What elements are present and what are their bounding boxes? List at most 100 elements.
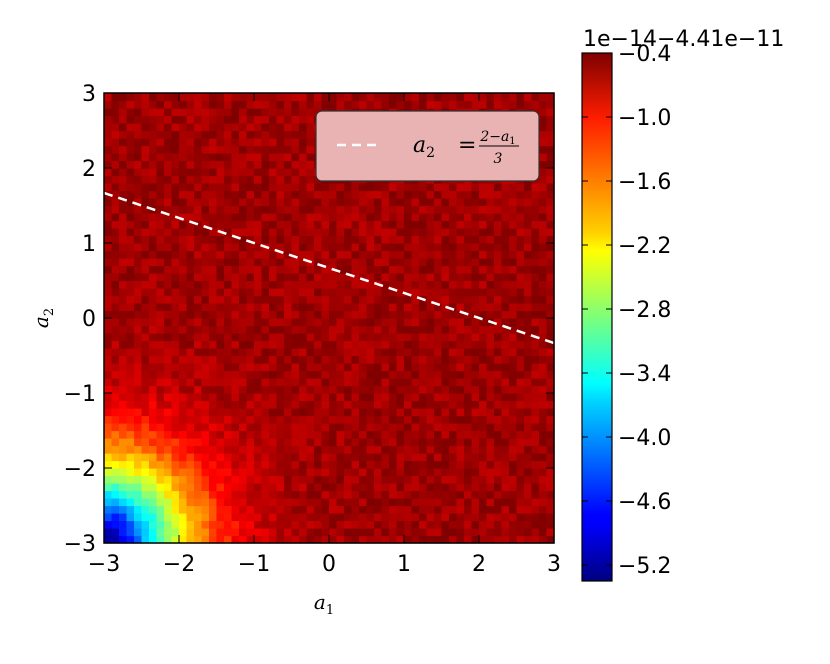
- heatmap-cell: [486, 355, 495, 364]
- heatmap-cell: [201, 468, 210, 477]
- heatmap-cell: [284, 363, 293, 372]
- heatmap-cell: [509, 460, 518, 469]
- heatmap-cell: [299, 130, 308, 139]
- heatmap-cell: [531, 265, 540, 274]
- heatmap-cell: [411, 295, 420, 304]
- heatmap-cell: [126, 160, 135, 169]
- heatmap-cell: [216, 340, 225, 349]
- heatmap-cell: [486, 190, 495, 199]
- heatmap-cell: [141, 243, 150, 252]
- heatmap-cell: [291, 205, 300, 214]
- heatmap-cell: [321, 100, 330, 109]
- heatmap-cell: [449, 475, 458, 484]
- heatmap-cell: [209, 370, 218, 379]
- heatmap-cell: [486, 183, 495, 192]
- heatmap-cell: [119, 258, 128, 267]
- heatmap-cell: [314, 445, 323, 454]
- heatmap-cell: [314, 265, 323, 274]
- heatmap-cell: [441, 213, 450, 222]
- heatmap-cell: [141, 460, 150, 469]
- heatmap-cell: [516, 213, 525, 222]
- heatmap-cell: [411, 363, 420, 372]
- heatmap-cell: [201, 115, 210, 124]
- heatmap-cell: [231, 190, 240, 199]
- heatmap-cell: [299, 513, 308, 522]
- heatmap-cell: [231, 93, 240, 102]
- heatmap-cell: [201, 325, 210, 334]
- heatmap-cell: [479, 265, 488, 274]
- heatmap-cell: [231, 438, 240, 447]
- heatmap-cell: [329, 460, 338, 469]
- heatmap-cell: [531, 295, 540, 304]
- heatmap-cell: [306, 498, 315, 507]
- heatmap-cell: [374, 190, 383, 199]
- heatmap-cell: [501, 423, 510, 432]
- heatmap-cell: [164, 355, 173, 364]
- heatmap-cell: [516, 190, 525, 199]
- heatmap-cell: [141, 123, 150, 132]
- heatmap-cell: [239, 228, 248, 237]
- heatmap-cell: [419, 370, 428, 379]
- heatmap-cell: [261, 265, 270, 274]
- heatmap-cell: [201, 318, 210, 327]
- heatmap-cell: [149, 250, 158, 259]
- heatmap-cell: [306, 190, 315, 199]
- heatmap-cell: [134, 348, 143, 357]
- heatmap-cell: [164, 235, 173, 244]
- heatmap-cell: [359, 340, 368, 349]
- heatmap-cell: [374, 288, 383, 297]
- heatmap-cell: [419, 528, 428, 537]
- heatmap-cell: [164, 483, 173, 492]
- heatmap-cell: [216, 190, 225, 199]
- heatmap-cell: [426, 250, 435, 259]
- heatmap-cell: [269, 445, 278, 454]
- heatmap-cell: [261, 153, 270, 162]
- heatmap-cell: [539, 528, 548, 537]
- heatmap-cell: [126, 168, 135, 177]
- heatmap-cell: [306, 115, 315, 124]
- heatmap-cell: [246, 393, 255, 402]
- heatmap-cell: [284, 333, 293, 342]
- heatmap-cell: [119, 115, 128, 124]
- heatmap-cell: [111, 123, 120, 132]
- heatmap-cell: [186, 153, 195, 162]
- heatmap-cell: [299, 168, 308, 177]
- heatmap-cell: [164, 288, 173, 297]
- heatmap-cell: [224, 528, 233, 537]
- heatmap-cell: [284, 138, 293, 147]
- heatmap-cell: [104, 400, 113, 409]
- heatmap-cell: [299, 145, 308, 154]
- heatmap-cell: [404, 303, 413, 312]
- heatmap-cell: [239, 370, 248, 379]
- heatmap-cell: [539, 243, 548, 252]
- heatmap-cell: [246, 385, 255, 394]
- heatmap-cell: [471, 340, 480, 349]
- heatmap-cell: [171, 408, 180, 417]
- heatmap-cell: [359, 220, 368, 229]
- heatmap-cell: [186, 205, 195, 214]
- heatmap-cell: [389, 220, 398, 229]
- heatmap-cell: [134, 535, 143, 544]
- heatmap-cell: [246, 408, 255, 417]
- heatmap-cell: [539, 273, 548, 282]
- heatmap-cell: [276, 513, 285, 522]
- heatmap-cell: [456, 318, 465, 327]
- heatmap-cell: [201, 250, 210, 259]
- heatmap-cell: [254, 295, 263, 304]
- heatmap-cell: [336, 460, 345, 469]
- heatmap-cell: [141, 303, 150, 312]
- heatmap-cell: [194, 130, 203, 139]
- heatmap-cell: [396, 423, 405, 432]
- heatmap-cell: [306, 415, 315, 424]
- heatmap-cell: [434, 318, 443, 327]
- heatmap-cell: [449, 430, 458, 439]
- heatmap-cell: [126, 115, 135, 124]
- heatmap-cell: [494, 438, 503, 447]
- heatmap-cell: [104, 318, 113, 327]
- heatmap-cell: [224, 423, 233, 432]
- heatmap-cell: [314, 490, 323, 499]
- heatmap-cell: [321, 288, 330, 297]
- heatmap-cell: [231, 475, 240, 484]
- heatmap-cell: [299, 115, 308, 124]
- heatmap-cell: [201, 513, 210, 522]
